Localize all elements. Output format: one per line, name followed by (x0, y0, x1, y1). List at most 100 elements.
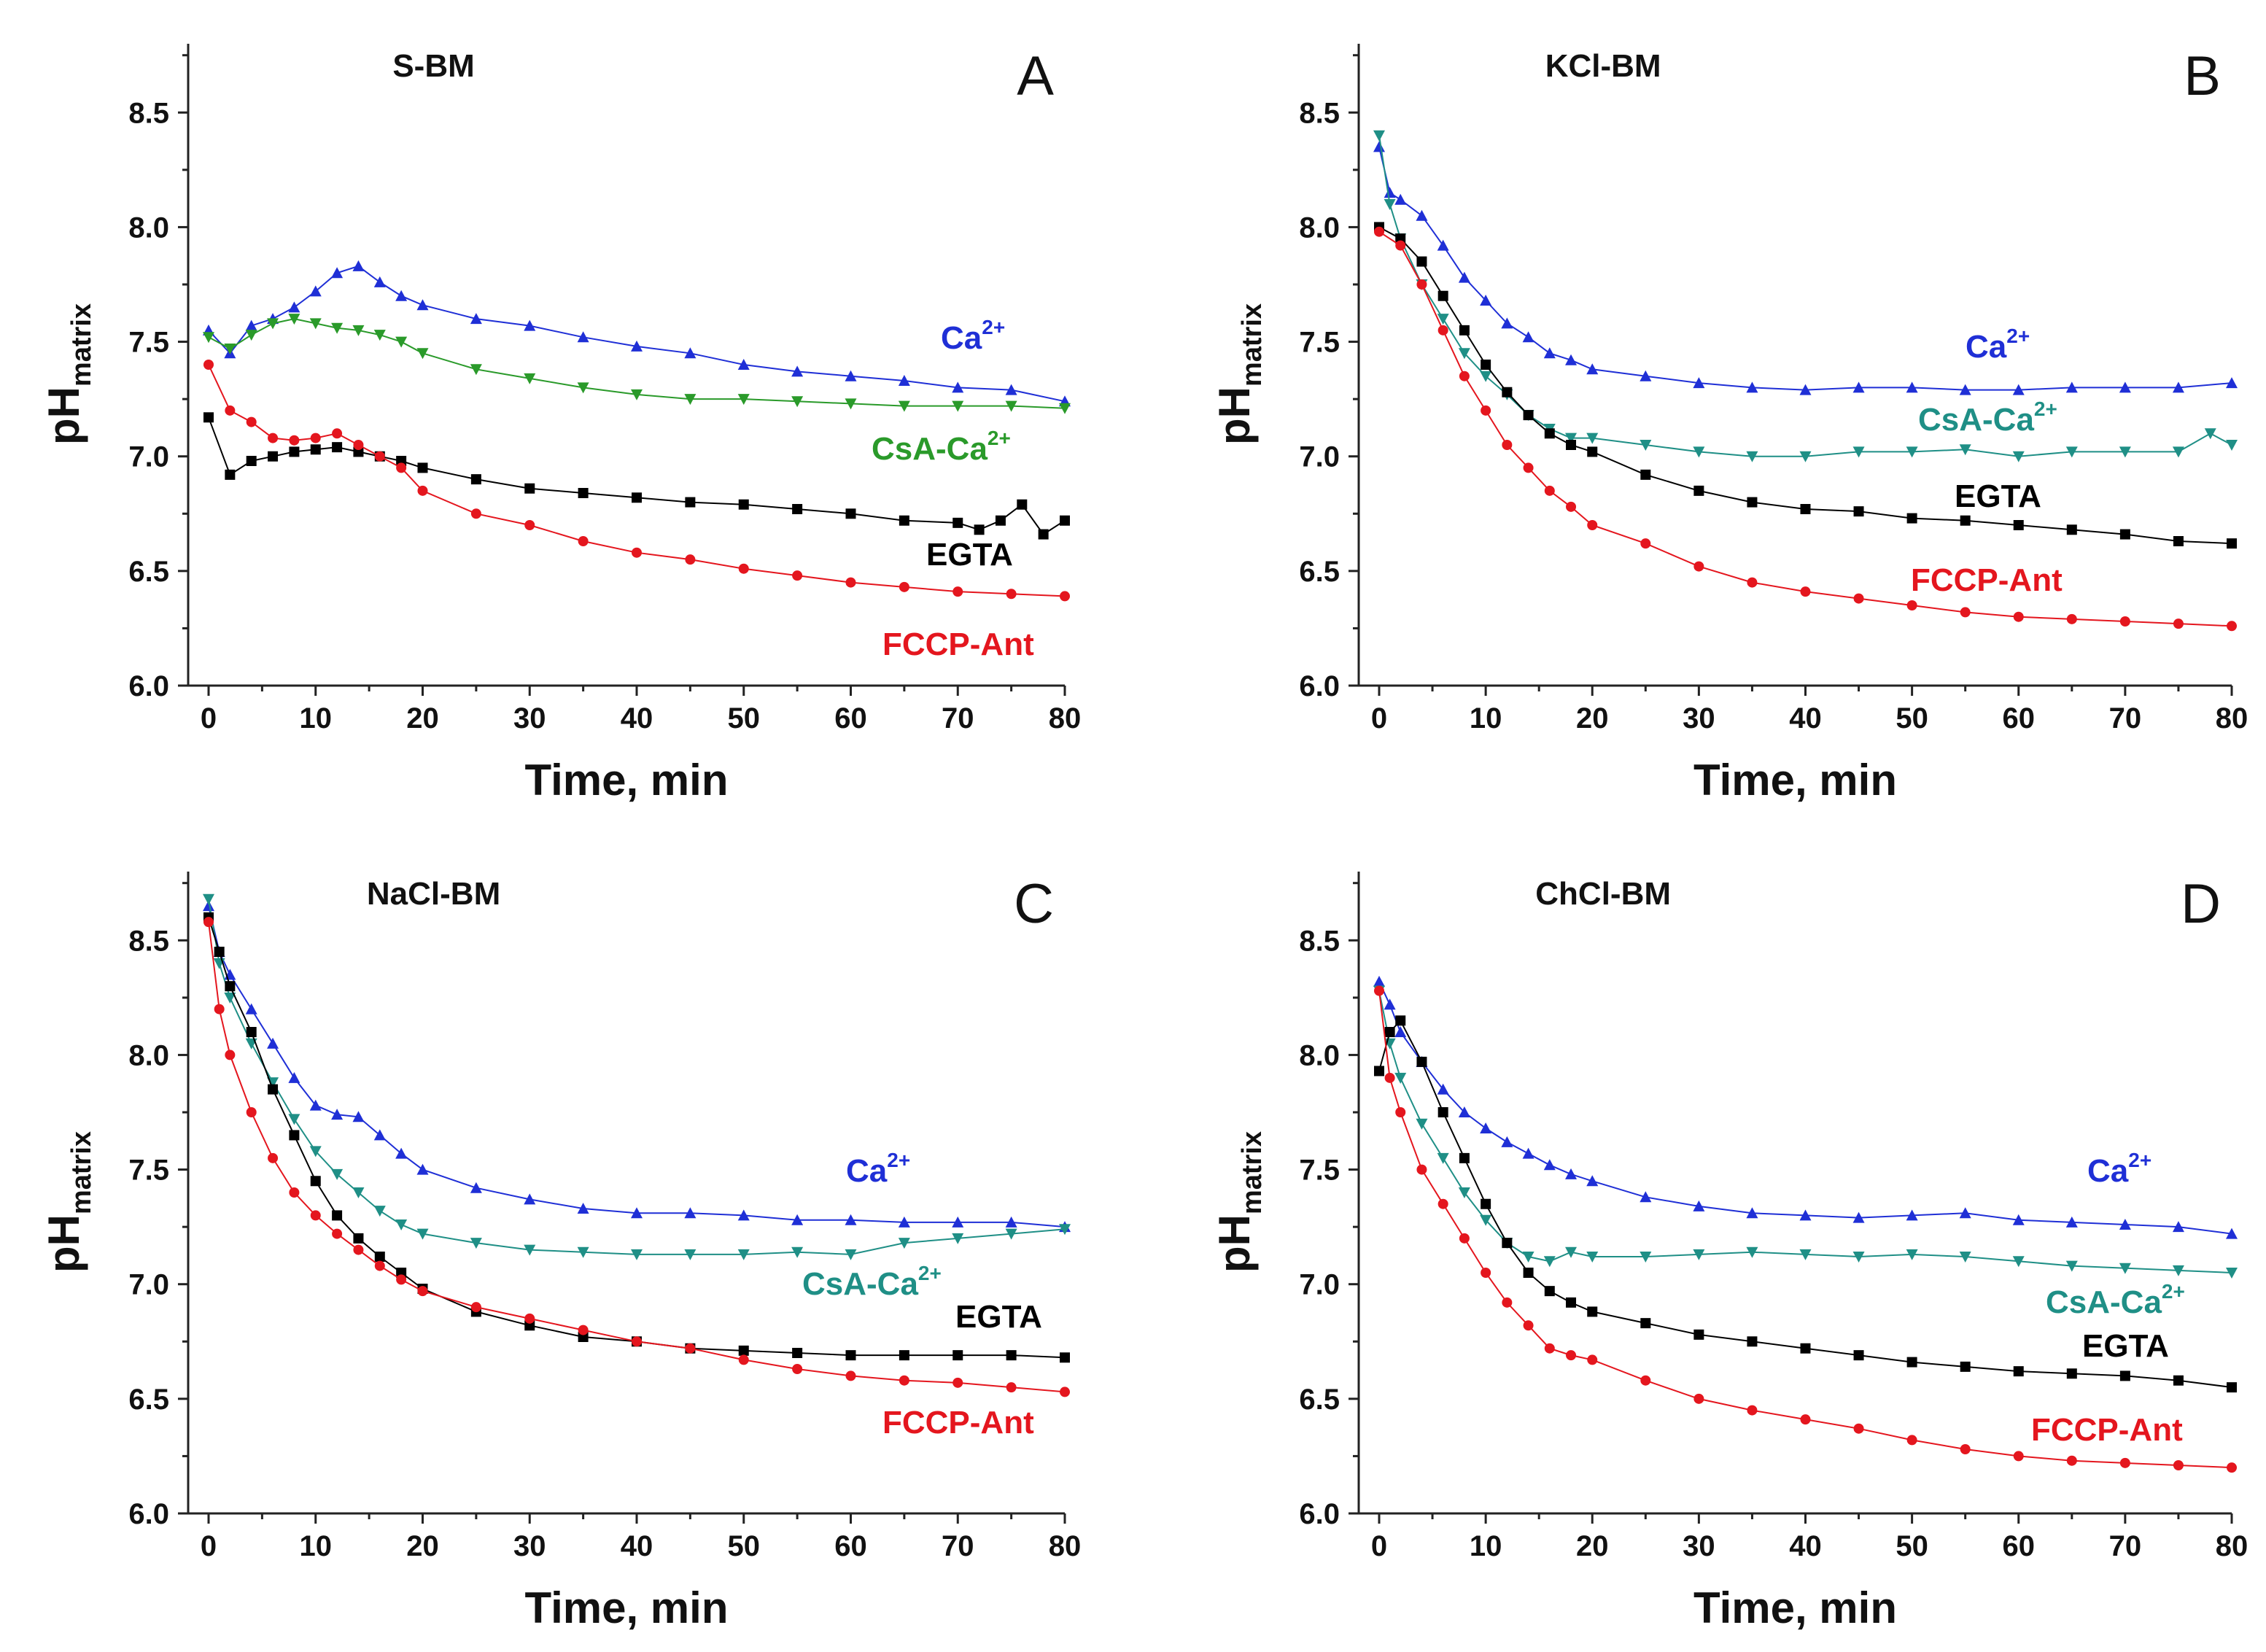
data-point (1501, 1136, 1513, 1147)
series-csa-ca2- (203, 893, 1071, 1260)
data-point (1437, 325, 1448, 336)
data-point (2226, 1268, 2238, 1279)
data-point (1693, 561, 1704, 572)
data-point (395, 336, 408, 348)
data-point (1374, 1066, 1384, 1077)
data-point (416, 348, 429, 360)
data-point (470, 1302, 481, 1313)
data-point (1458, 348, 1470, 360)
data-point (1565, 354, 1578, 365)
data-point (225, 1050, 236, 1060)
x-tick-label: 50 (1896, 1530, 1928, 1562)
x-tick-label: 50 (1896, 702, 1928, 734)
data-point (1416, 209, 1428, 221)
data-point (2119, 529, 2130, 540)
data-point (1543, 347, 1556, 359)
series-ca2- (203, 900, 1071, 1233)
data-point (738, 1345, 749, 1356)
data-point (353, 1233, 364, 1244)
y-axis-title-main: pH (1210, 387, 1259, 445)
data-point (631, 1249, 643, 1260)
data-point (2013, 1451, 2024, 1462)
data-point (1906, 1249, 1918, 1260)
data-point (578, 488, 589, 498)
data-point (1017, 499, 1028, 510)
data-point (310, 433, 321, 443)
data-point (632, 1336, 642, 1347)
data-point (203, 917, 214, 928)
data-point (246, 1027, 257, 1037)
series-label-main: FCCP-Ant (1911, 562, 2063, 598)
data-point (310, 1176, 321, 1187)
series-label: Ca2+ (1966, 325, 2030, 365)
data-point (2119, 1263, 2131, 1274)
data-point (1416, 279, 1427, 290)
data-point (685, 554, 696, 565)
data-point (203, 900, 214, 912)
series-line (208, 921, 1066, 1393)
data-point (1437, 290, 1448, 301)
y-axis-title-main: pH (1210, 1214, 1259, 1273)
data-point (1481, 1198, 1491, 1209)
y-axis-title-sub: matrix (66, 303, 97, 387)
series-label-sup: 2+ (2006, 325, 2030, 347)
data-point (1481, 405, 1491, 416)
data-point (1005, 1228, 1017, 1240)
data-point (1906, 1435, 1917, 1446)
series-label-sup: 2+ (2034, 398, 2057, 420)
data-point (1523, 1320, 1534, 1331)
data-point (1960, 1444, 1971, 1454)
data-point (684, 1249, 697, 1260)
data-point (1693, 485, 1704, 496)
data-point (1481, 360, 1491, 370)
y-tick-label: 7.5 (128, 327, 169, 359)
data-point (1502, 387, 1513, 398)
data-point (791, 396, 804, 408)
data-point (899, 515, 909, 526)
series-egta (1374, 1015, 2237, 1393)
data-point (1960, 607, 1971, 618)
data-point (2227, 1382, 2237, 1393)
data-point (1799, 384, 1812, 395)
data-point (331, 1168, 344, 1180)
x-tick-label: 0 (201, 1530, 217, 1562)
data-point (1852, 1252, 1865, 1263)
data-point (524, 520, 535, 530)
data-point (1060, 515, 1070, 526)
y-tick-label: 6.0 (128, 1498, 169, 1530)
data-point (1800, 1414, 1811, 1425)
data-point (2012, 384, 2025, 395)
series-label-main: CsA-Ca (1918, 402, 2034, 438)
data-point (1459, 1233, 1470, 1244)
data-point (1906, 381, 1918, 393)
y-tick-label: 8.5 (128, 97, 169, 129)
data-point (524, 1313, 535, 1324)
x-tick-label: 20 (1576, 1530, 1609, 1562)
data-point (268, 433, 279, 443)
data-point (2013, 611, 2024, 622)
data-point (2119, 1219, 2131, 1230)
data-point (1565, 433, 1578, 444)
x-tick-label: 30 (513, 1530, 546, 1562)
data-point (309, 1146, 322, 1157)
data-point (974, 524, 985, 535)
data-point (631, 389, 643, 400)
series-fccp-ant (1374, 985, 2237, 1473)
data-point (1437, 1083, 1449, 1095)
series-label-main: FCCP-Ant (2031, 1412, 2183, 1448)
y-tick-label: 8.5 (128, 925, 169, 957)
data-point (2204, 428, 2216, 440)
data-point (1501, 317, 1513, 329)
data-point (1544, 1343, 1555, 1354)
x-tick-label: 40 (621, 702, 653, 734)
data-point (1544, 485, 1555, 496)
y-tick-label: 8.0 (128, 1039, 169, 1071)
series-label-sup: 2+ (887, 1149, 910, 1171)
data-point (2066, 524, 2077, 535)
data-point (1459, 1152, 1470, 1163)
data-point (1038, 529, 1049, 540)
data-point (2172, 381, 2184, 393)
data-point (1006, 589, 1017, 600)
y-tick-label: 8.0 (1299, 1039, 1340, 1071)
series-label-sup: 2+ (2128, 1149, 2151, 1171)
